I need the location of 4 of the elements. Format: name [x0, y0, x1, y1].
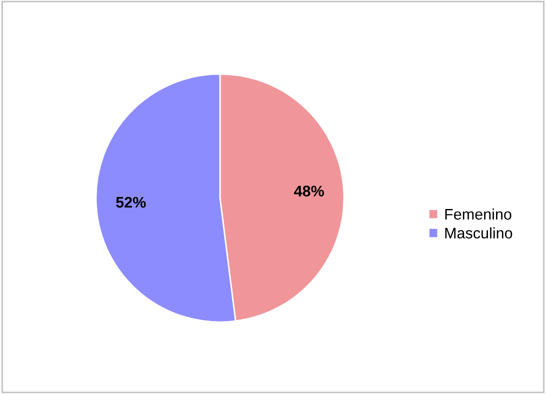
data-label: 52% [116, 196, 146, 208]
data-label: 48% [294, 186, 324, 196]
legend-label: Masculino [445, 227, 512, 239]
legend-label: Femenino [445, 208, 512, 220]
